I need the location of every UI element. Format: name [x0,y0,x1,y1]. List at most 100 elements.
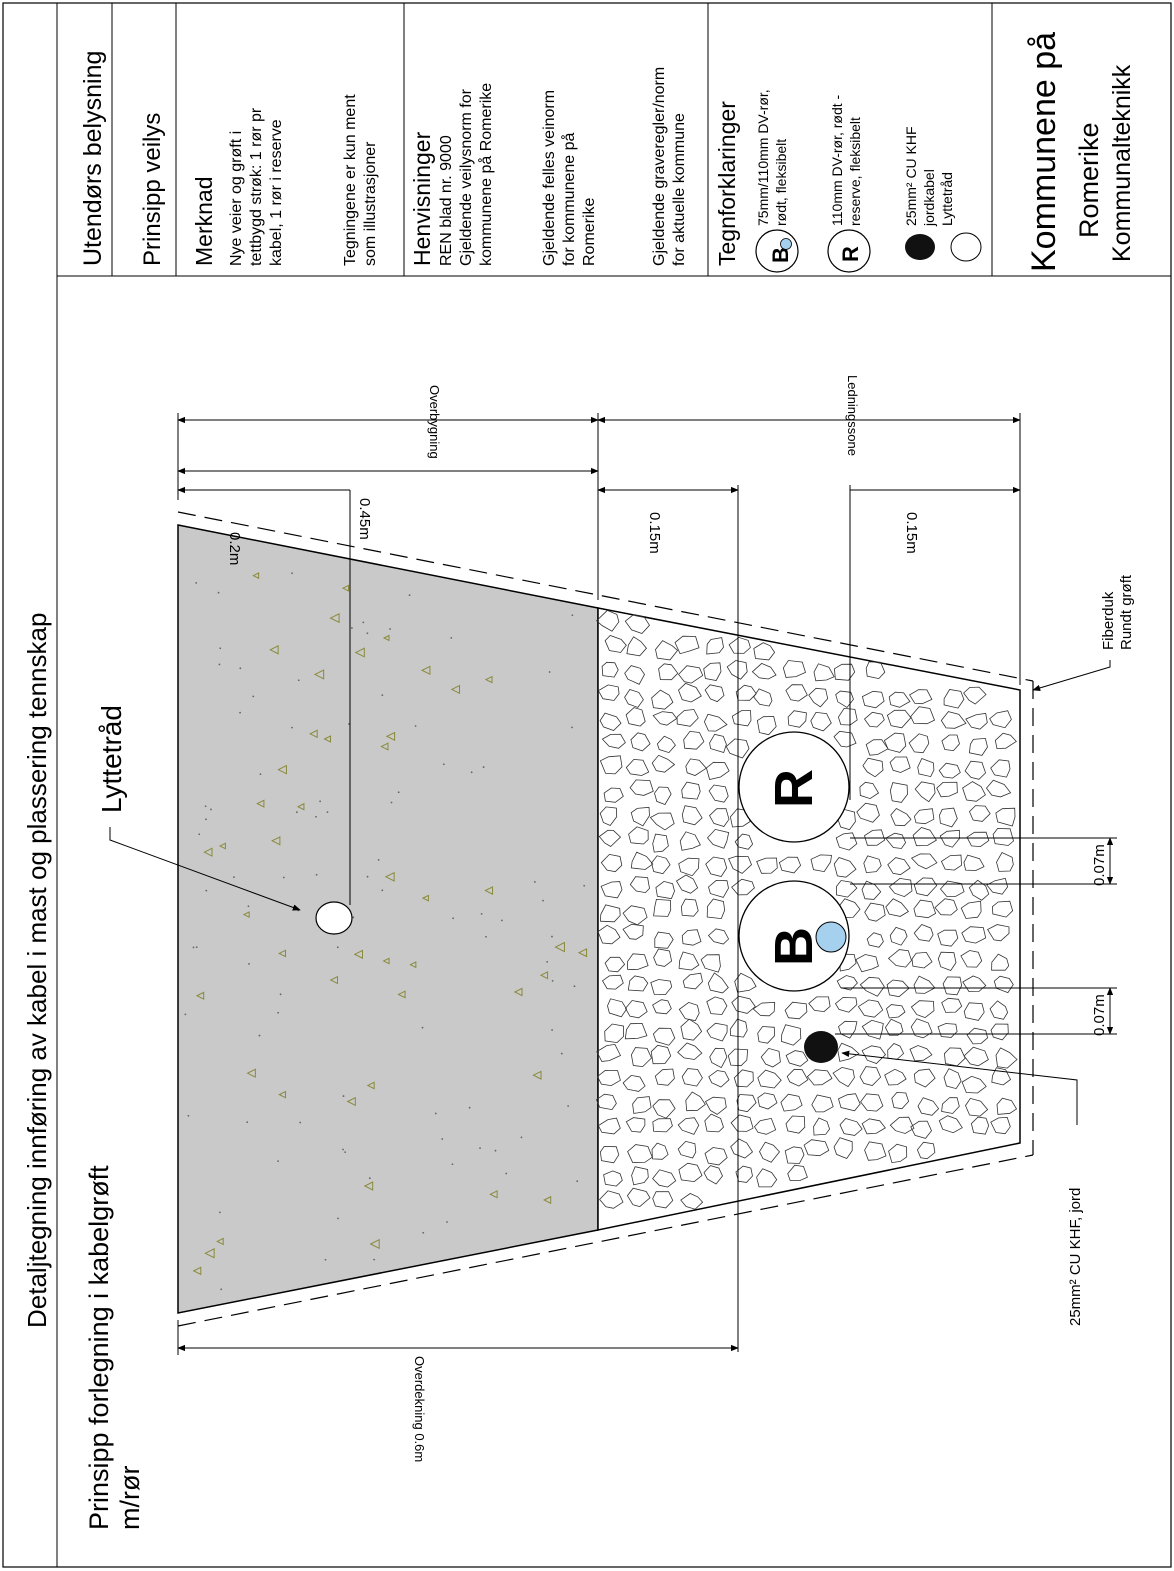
aggregate-stone [910,706,936,725]
aggregate-stone [910,1120,932,1139]
gravel-triangle [269,645,279,655]
legend-r-line-2: reserve, fleksibelt [847,117,863,226]
aggregate-stone [652,711,678,726]
aggregate-stone [681,1068,703,1087]
aggregate-stone [884,1018,904,1036]
dim-015-b: 0.15m [903,512,920,554]
aggregate-stone [810,854,832,873]
merknad-line-3: kabel, 1 rør i reserve [268,119,285,266]
aggregate-stone [729,1018,748,1038]
aggregate-stone [709,1047,728,1069]
aggregate-stone [757,1026,775,1044]
aggregate-stone [725,738,750,759]
aggregate-stone [624,614,651,634]
aggregate-stone [833,1137,853,1159]
gravel-dot [277,1011,280,1014]
gravel-triangle [329,975,338,985]
aggregate-stone [784,1146,805,1164]
gravel-dot [350,627,353,629]
gravel-dot [259,773,262,776]
aggregate-stone [891,1091,910,1110]
aggregate-stone [706,828,730,849]
aggregate-stone [961,926,987,944]
aggregate-stone [883,732,907,753]
gravel-dot [352,916,355,919]
aggregate-stone [889,756,911,773]
aggregate-stone [677,1042,703,1060]
aggregate-stone [652,1191,674,1209]
aggregate-stone [859,1066,882,1086]
aggregate-stone [808,996,831,1013]
aggregate-stone [756,1168,778,1188]
aggregate-stone [860,1093,884,1112]
gravel-triangle [382,634,390,642]
aggregate-stone [996,1097,1018,1115]
gravel-triangle [369,1238,380,1250]
gravel-triangle [192,1266,202,1276]
aggregate-stone [599,1146,620,1164]
gravel-triangle [296,802,305,811]
merknad-line-1: Nye veier og grøft i [228,131,245,266]
aggregate-stone [627,975,649,992]
aggregate-stone [753,642,776,661]
aggregate-stone [599,1190,624,1209]
aggregate-stone [885,898,910,917]
gravel-dot [246,1121,249,1124]
aggregate-stone [625,707,646,727]
aggregate-stone [756,857,778,874]
legend-cu-line-1: 25mm² CU KHF [903,126,919,226]
gravel-dot [389,628,391,630]
aggregate-stone [651,1142,669,1160]
gravel-dot [342,1148,344,1151]
gravel-dot [220,1288,223,1291]
aggregate-stone [632,1096,652,1114]
gravel-dot [373,1258,376,1261]
aggregate-stone [655,880,675,900]
merknad-heading: Merknad [191,177,217,266]
aggregate-stone [708,1070,730,1088]
gravel-dot [239,667,242,670]
aggregate-stone [735,1165,753,1183]
aggregate-stone [674,635,700,655]
aggregate-stone [937,929,959,947]
gravel-dot [205,889,208,892]
gravel-dot [381,889,384,892]
aggregate-stone [859,781,880,800]
aggregate-stone [838,1093,861,1112]
aggregate-stone [597,1117,621,1135]
gravel-dot [567,1105,570,1107]
pipe-r: R [738,731,850,843]
gravel-triangle [543,1195,552,1205]
title-block-grid [111,3,993,276]
overbygning-fill [177,524,599,1314]
gravel-dot [336,946,339,949]
aggregate-stone [888,1143,908,1164]
gravel-dot [348,723,350,725]
aggregate-stone [760,1047,781,1068]
gravel-dot [315,815,317,818]
aggregate-stone [861,1118,886,1135]
aggregate-stone [683,730,705,750]
gravel-dot [187,1114,190,1117]
aggregate-stone [985,779,1012,798]
aggregate-stone [890,807,912,827]
gravel-triangle [203,847,213,857]
aggregate-stone [965,1097,989,1117]
dim-007-a: 0.07m [1091,844,1108,886]
aggregate-stone [650,979,673,996]
gravel-triangle [385,731,396,742]
aggregate-stone [887,949,912,968]
aggregate-stone [677,1117,700,1135]
org-line-2: Romerike [1074,122,1104,238]
aggregate-stone [855,954,879,973]
aggregate-stone [863,855,882,874]
gravel-triangle [484,675,493,684]
aggregate-stone [889,1116,915,1134]
gravel-dot [397,791,400,794]
cu-cable-leader [841,1050,1078,1125]
gravel-dot [482,766,485,768]
aggregate-stone [649,812,675,831]
gravel-dot [205,818,207,821]
gravel-dot [450,636,453,639]
aggregate-stone [625,1117,646,1133]
